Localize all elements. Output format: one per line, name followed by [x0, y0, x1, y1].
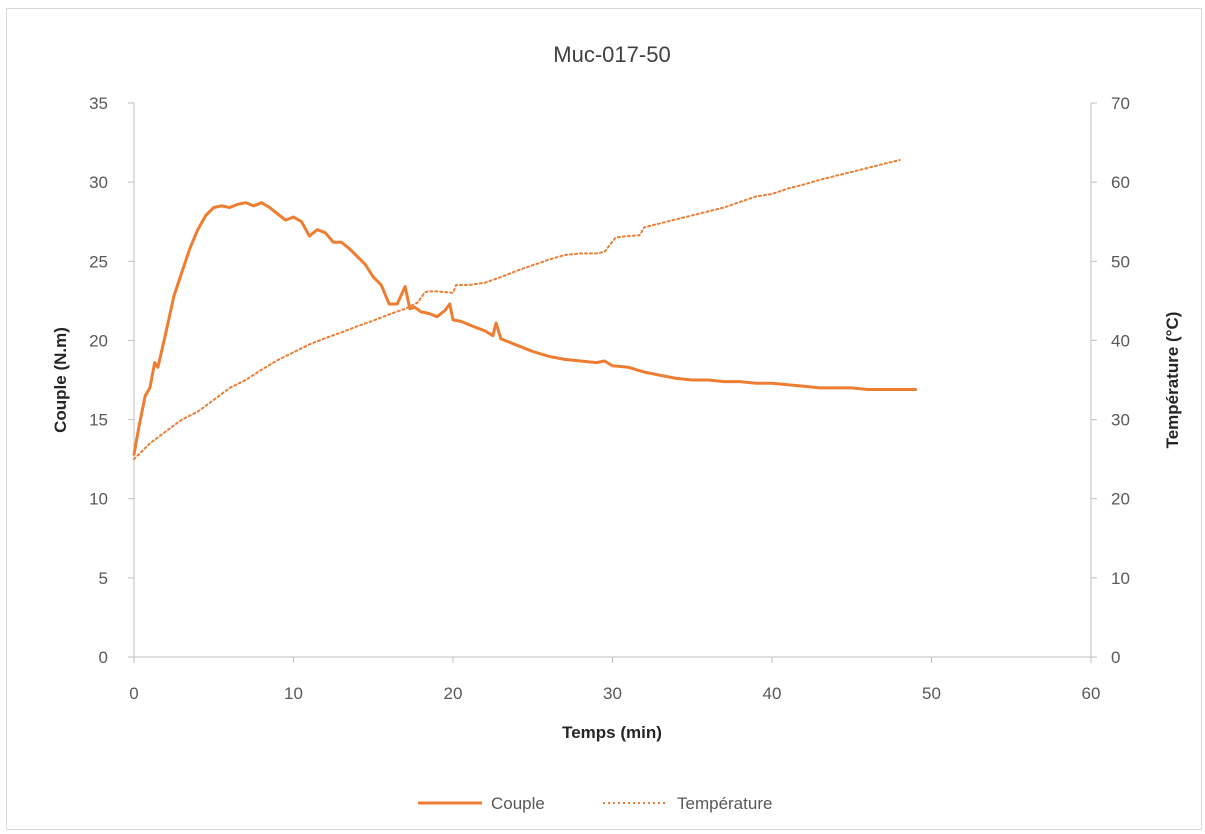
y-left-tick-label: 15: [89, 411, 108, 430]
y-left-tick-label: 35: [89, 94, 108, 113]
y-left-tick-label: 0: [99, 648, 108, 667]
y-left-tick-label: 5: [99, 569, 108, 588]
x-tick-label: 60: [1082, 684, 1101, 703]
x-tick-label: 0: [129, 684, 138, 703]
legend-label-temperature: Température: [677, 794, 772, 813]
y-right-tick-label: 0: [1111, 648, 1120, 667]
y-left-tick-label: 10: [89, 490, 108, 509]
x-tick-label: 40: [763, 684, 782, 703]
y-right-tick-label: 60: [1111, 173, 1130, 192]
legend: Couple Température: [418, 794, 772, 813]
y-right-tick-label: 70: [1111, 94, 1130, 113]
chart-frame: [6, 8, 1202, 830]
y-axis-left-ticks: 0 5 10 15 20 25 30 35: [89, 94, 134, 667]
y-axis-right-ticks: 0 10 20 30 40 50 60 70: [1091, 94, 1130, 667]
series-group: [132, 159, 917, 461]
x-tick-label: 20: [444, 684, 463, 703]
y-axis-left-title: Couple (N.m): [51, 327, 70, 433]
y-right-tick-label: 50: [1111, 252, 1130, 271]
x-axis-title: Temps (min): [562, 723, 662, 742]
legend-label-couple: Couple: [491, 794, 545, 813]
x-tick-label: 50: [922, 684, 941, 703]
y-right-tick-label: 40: [1111, 331, 1130, 350]
series-line-temperature: [133, 159, 901, 461]
y-left-tick-label: 30: [89, 173, 108, 192]
x-axis-ticks: 0 10 20 30 40 50 60: [129, 657, 1100, 703]
y-right-tick-label: 30: [1111, 411, 1130, 430]
y-left-tick-label: 20: [89, 331, 108, 350]
chart-title: Muc-017-50: [553, 42, 670, 67]
y-left-tick-label: 25: [89, 252, 108, 271]
series-line-couple: [132, 201, 917, 456]
y-axis-right-title: Température (°C): [1163, 312, 1182, 449]
y-right-tick-label: 10: [1111, 569, 1130, 588]
x-tick-label: 10: [284, 684, 303, 703]
x-tick-label: 30: [603, 684, 622, 703]
y-right-tick-label: 20: [1111, 490, 1130, 509]
axes: [133, 103, 1092, 658]
